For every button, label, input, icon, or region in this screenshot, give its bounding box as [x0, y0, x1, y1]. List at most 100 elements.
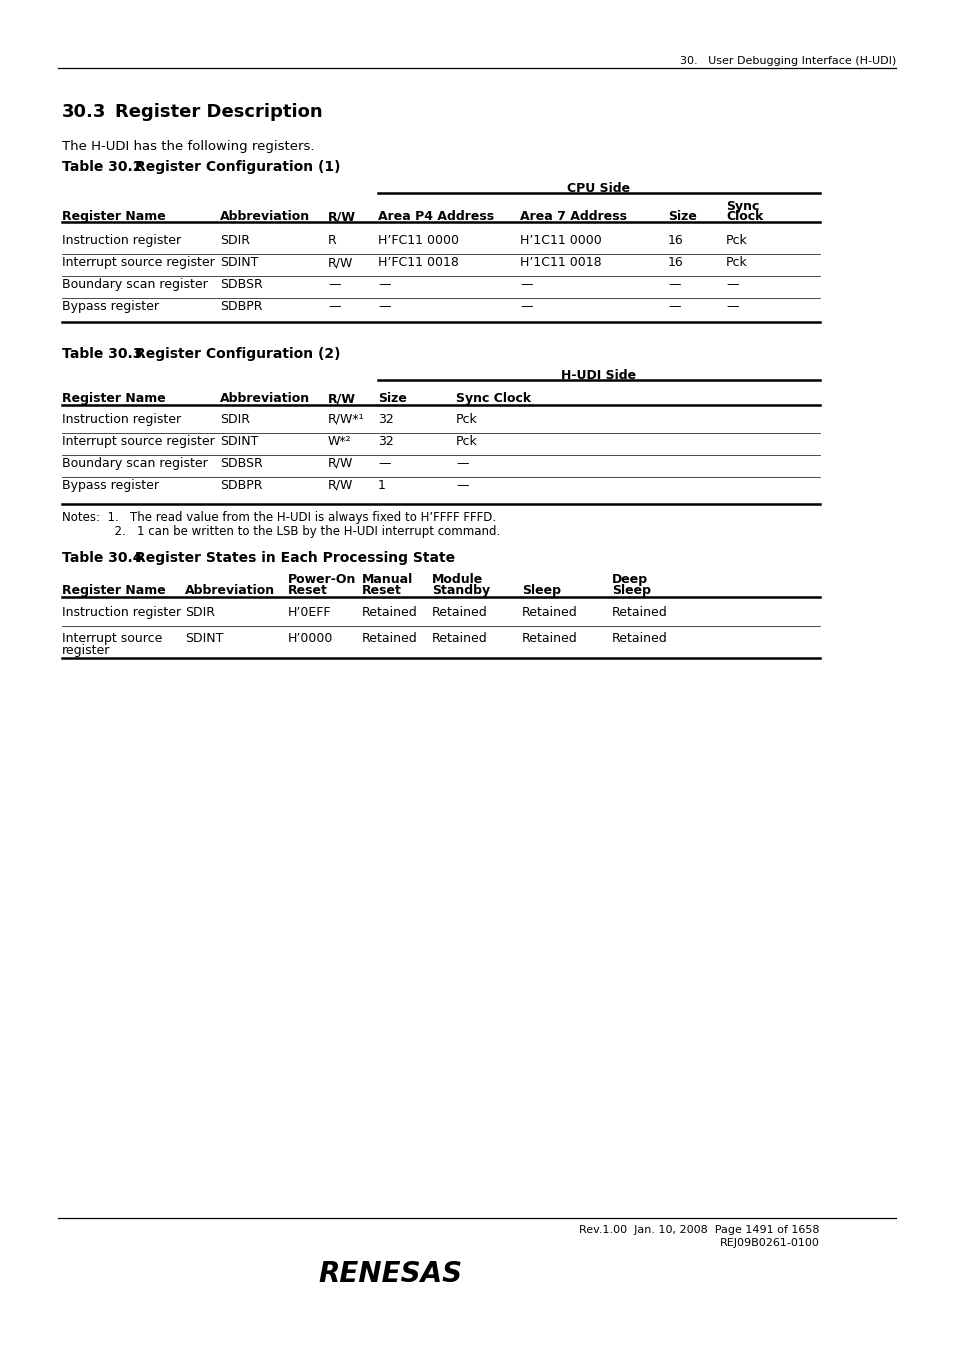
Text: Table 30.2: Table 30.2 [62, 161, 142, 174]
Text: Sleep: Sleep [521, 585, 560, 597]
Text: —: — [725, 300, 738, 313]
Text: Abbreviation: Abbreviation [220, 211, 310, 223]
Text: Register Configuration (2): Register Configuration (2) [135, 347, 340, 360]
Text: SDIR: SDIR [185, 606, 214, 620]
Text: Interrupt source register: Interrupt source register [62, 435, 214, 448]
Text: Abbreviation: Abbreviation [185, 585, 274, 597]
Text: Pck: Pck [725, 256, 747, 269]
Text: Size: Size [377, 392, 406, 405]
Text: W*²: W*² [328, 435, 352, 448]
Text: R/W: R/W [328, 256, 353, 269]
Text: —: — [456, 479, 468, 491]
Text: Area 7 Address: Area 7 Address [519, 211, 626, 223]
Text: R/W: R/W [328, 458, 353, 470]
Text: —: — [377, 458, 390, 470]
Text: Register States in Each Processing State: Register States in Each Processing State [135, 551, 455, 566]
Text: Register Name: Register Name [62, 211, 166, 223]
Text: Register Configuration (1): Register Configuration (1) [135, 161, 340, 174]
Text: H’0EFF: H’0EFF [288, 606, 331, 620]
Text: H’1C11 0018: H’1C11 0018 [519, 256, 601, 269]
Text: Retained: Retained [612, 606, 667, 620]
Text: H’0000: H’0000 [288, 632, 333, 645]
Text: RENESAS: RENESAS [317, 1260, 461, 1288]
Text: Retained: Retained [361, 632, 417, 645]
Text: —: — [456, 458, 468, 470]
Text: Register Description: Register Description [115, 103, 322, 122]
Text: Bypass register: Bypass register [62, 479, 159, 491]
Text: R: R [328, 234, 336, 247]
Text: SDBSR: SDBSR [220, 278, 262, 292]
Text: H’1C11 0000: H’1C11 0000 [519, 234, 601, 247]
Text: 16: 16 [667, 256, 683, 269]
Text: R/W: R/W [328, 479, 353, 491]
Text: Boundary scan register: Boundary scan register [62, 278, 208, 292]
Text: Area P4 Address: Area P4 Address [377, 211, 494, 223]
Text: Instruction register: Instruction register [62, 606, 181, 620]
Text: Module: Module [432, 572, 483, 586]
Text: Retained: Retained [432, 606, 487, 620]
Text: —: — [667, 278, 679, 292]
Text: Retained: Retained [521, 632, 578, 645]
Text: Clock: Clock [725, 211, 762, 223]
Text: 30.3: 30.3 [62, 103, 107, 122]
Text: —: — [667, 300, 679, 313]
Text: Abbreviation: Abbreviation [220, 392, 310, 405]
Text: 32: 32 [377, 435, 394, 448]
Text: —: — [377, 300, 390, 313]
Text: The H-UDI has the following registers.: The H-UDI has the following registers. [62, 140, 314, 153]
Text: 1: 1 [377, 479, 385, 491]
Text: H’FC11 0018: H’FC11 0018 [377, 256, 458, 269]
Text: Register Name: Register Name [62, 585, 166, 597]
Text: Size: Size [667, 211, 696, 223]
Text: Interrupt source: Interrupt source [62, 632, 162, 645]
Text: Boundary scan register: Boundary scan register [62, 458, 208, 470]
Text: Sync Clock: Sync Clock [456, 392, 531, 405]
Text: Rev.1.00  Jan. 10, 2008  Page 1491 of 1658: Rev.1.00 Jan. 10, 2008 Page 1491 of 1658 [578, 1224, 820, 1235]
Text: R/W: R/W [328, 211, 355, 223]
Text: Bypass register: Bypass register [62, 300, 159, 313]
Text: Notes:  1.   The read value from the H-UDI is always fixed to H’FFFF FFFD.: Notes: 1. The read value from the H-UDI … [62, 512, 496, 524]
Text: Manual: Manual [361, 572, 413, 586]
Text: 16: 16 [667, 234, 683, 247]
Text: Pck: Pck [456, 413, 477, 427]
Text: 32: 32 [377, 413, 394, 427]
Text: Register Name: Register Name [62, 392, 166, 405]
Text: —: — [328, 300, 340, 313]
Text: Table 30.4: Table 30.4 [62, 551, 142, 566]
Text: —: — [328, 278, 340, 292]
Text: SDBPR: SDBPR [220, 300, 262, 313]
Text: Retained: Retained [612, 632, 667, 645]
Text: Deep: Deep [612, 572, 647, 586]
Text: Sleep: Sleep [612, 585, 650, 597]
Text: Sync: Sync [725, 200, 759, 213]
Text: SDIR: SDIR [220, 413, 250, 427]
Text: Pck: Pck [456, 435, 477, 448]
Text: REJ09B0261-0100: REJ09B0261-0100 [720, 1238, 820, 1247]
Text: Interrupt source register: Interrupt source register [62, 256, 214, 269]
Text: CPU Side: CPU Side [567, 182, 630, 194]
Text: H’FC11 0000: H’FC11 0000 [377, 234, 458, 247]
Text: R/W: R/W [328, 392, 355, 405]
Text: Retained: Retained [432, 632, 487, 645]
Text: Retained: Retained [521, 606, 578, 620]
Text: Pck: Pck [725, 234, 747, 247]
Text: Reset: Reset [288, 585, 328, 597]
Text: Reset: Reset [361, 585, 401, 597]
Text: SDINT: SDINT [220, 435, 258, 448]
Text: —: — [519, 300, 532, 313]
Text: SDINT: SDINT [185, 632, 223, 645]
Text: register: register [62, 644, 111, 657]
Text: Table 30.3: Table 30.3 [62, 347, 142, 360]
Text: —: — [519, 278, 532, 292]
Text: SDIR: SDIR [220, 234, 250, 247]
Text: Instruction register: Instruction register [62, 234, 181, 247]
Text: Power-On: Power-On [288, 572, 356, 586]
Text: SDBSR: SDBSR [220, 458, 262, 470]
Text: SDINT: SDINT [220, 256, 258, 269]
Text: Retained: Retained [361, 606, 417, 620]
Text: H-UDI Side: H-UDI Side [561, 369, 636, 382]
Text: SDBPR: SDBPR [220, 479, 262, 491]
Text: —: — [725, 278, 738, 292]
Text: 2.   1 can be written to the LSB by the H-UDI interrupt command.: 2. 1 can be written to the LSB by the H-… [62, 525, 499, 539]
Text: R/W*¹: R/W*¹ [328, 413, 364, 427]
